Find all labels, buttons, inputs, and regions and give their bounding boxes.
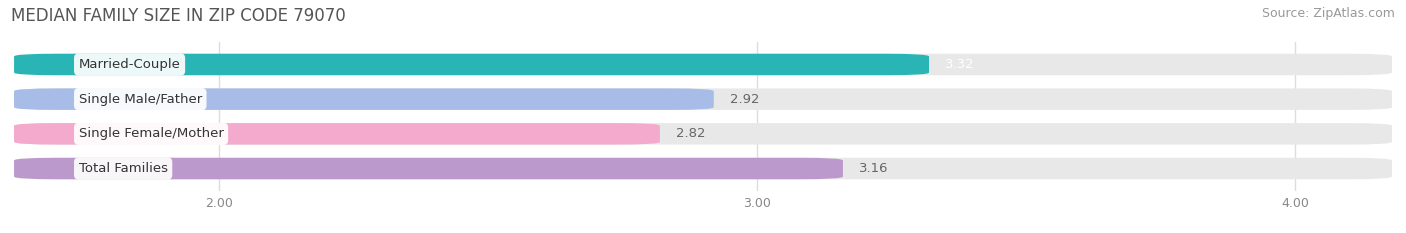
FancyBboxPatch shape [14,54,929,75]
Text: 3.32: 3.32 [945,58,974,71]
FancyBboxPatch shape [14,158,1392,179]
Text: Single Female/Mother: Single Female/Mother [79,127,224,140]
Text: Total Families: Total Families [79,162,167,175]
Text: 3.16: 3.16 [859,162,889,175]
FancyBboxPatch shape [14,123,1392,145]
Text: Source: ZipAtlas.com: Source: ZipAtlas.com [1261,7,1395,20]
Text: 2.82: 2.82 [676,127,706,140]
Text: 2.92: 2.92 [730,93,759,106]
Text: MEDIAN FAMILY SIZE IN ZIP CODE 79070: MEDIAN FAMILY SIZE IN ZIP CODE 79070 [11,7,346,25]
FancyBboxPatch shape [14,158,844,179]
FancyBboxPatch shape [14,54,1392,75]
Text: Married-Couple: Married-Couple [79,58,180,71]
FancyBboxPatch shape [14,88,1392,110]
FancyBboxPatch shape [14,123,659,145]
Text: Single Male/Father: Single Male/Father [79,93,202,106]
FancyBboxPatch shape [14,88,714,110]
